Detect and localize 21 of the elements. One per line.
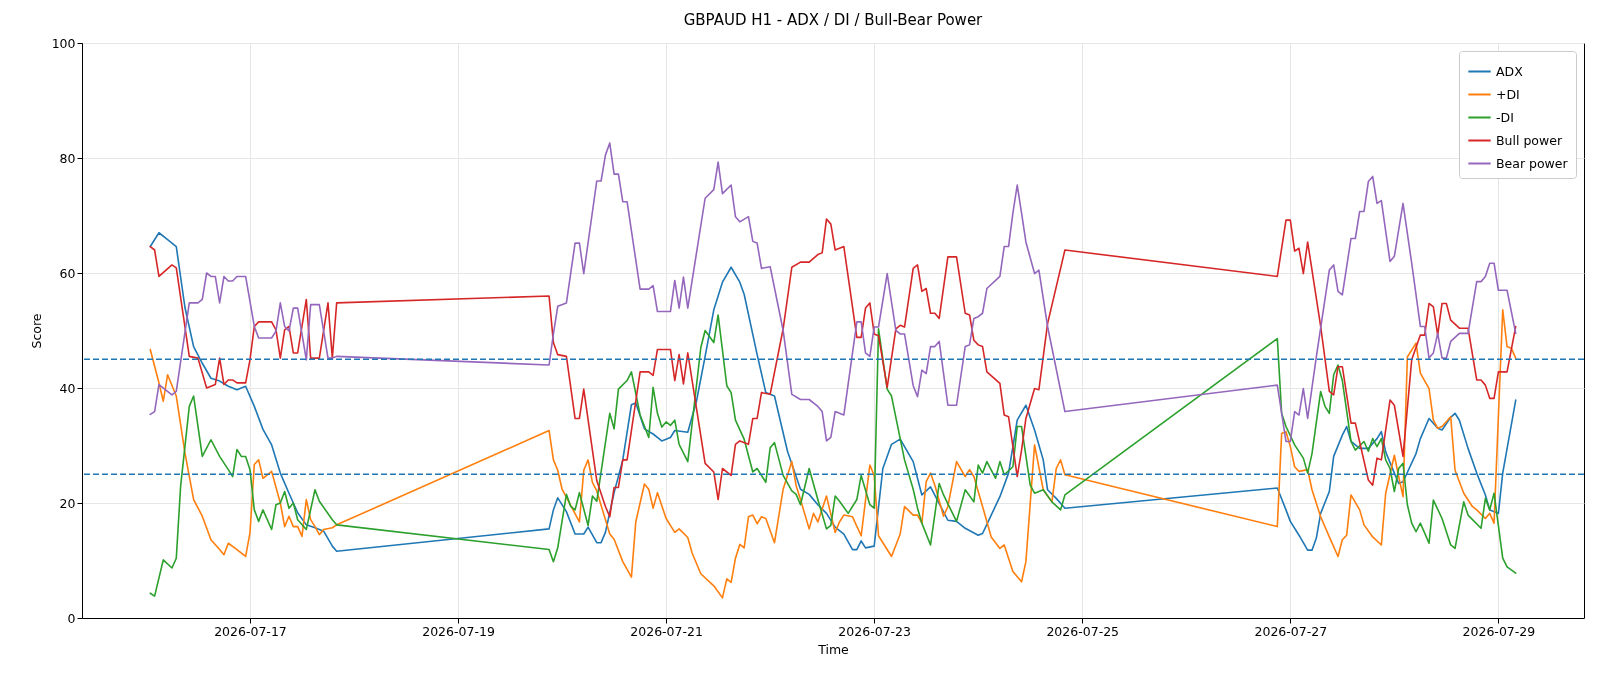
x-tick-label: 2026-07-19 xyxy=(422,623,495,639)
y-tick-label: 80 xyxy=(59,150,76,166)
x-tick-label: 2026-07-17 xyxy=(214,623,287,639)
legend-label: Bull power xyxy=(1496,132,1563,148)
y-tick-label: 60 xyxy=(59,265,76,281)
x-axis-title: Time xyxy=(817,642,850,657)
y-tick-label: 0 xyxy=(67,610,76,626)
x-tick-label: 2026-07-23 xyxy=(838,623,912,639)
legend-label: Bear power xyxy=(1496,155,1569,171)
y-tick-label: 20 xyxy=(59,495,76,511)
x-tick-label: 2026-07-25 xyxy=(1046,623,1120,639)
y-tick-label: 40 xyxy=(59,380,76,396)
legend-label: ADX xyxy=(1496,63,1524,79)
x-tick-label: 2026-07-29 xyxy=(1462,623,1536,639)
chart-title: GBPAUD H1 - ADX / DI / Bull-Bear Power xyxy=(683,11,984,29)
x-tick-label: 2026-07-21 xyxy=(630,623,703,639)
legend-label: -DI xyxy=(1496,109,1514,125)
x-tick-label: 2026-07-27 xyxy=(1254,623,1328,639)
legend-label: +DI xyxy=(1496,86,1520,102)
y-tick-label: 100 xyxy=(51,35,76,51)
y-axis-title: Score xyxy=(28,313,44,349)
